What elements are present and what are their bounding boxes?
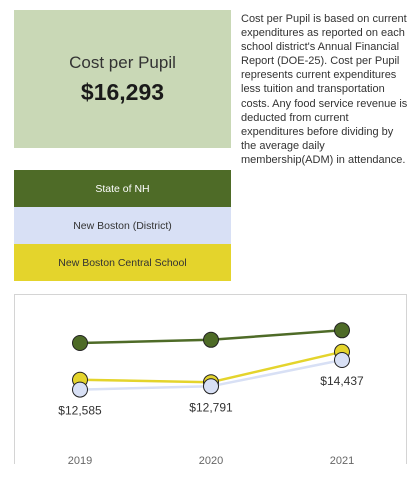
data-point[interactable] xyxy=(72,335,88,351)
data-point[interactable] xyxy=(203,331,219,348)
kpi-value: $16,293 xyxy=(80,78,165,105)
data-point[interactable] xyxy=(334,352,350,368)
legend-item-state-of-nh[interactable]: State of NH xyxy=(14,170,231,207)
legend: State of NH New Boston (District) New Bo… xyxy=(14,170,231,281)
description-text: Cost per Pupil is based on current expen… xyxy=(241,13,408,166)
kpi-label: Cost per Pupil xyxy=(69,52,176,72)
x-tick-label: 2021 xyxy=(330,455,354,467)
kpi-card: Cost per Pupil $16,293 xyxy=(14,10,231,148)
data-point[interactable] xyxy=(72,381,88,398)
legend-label: New Boston (District) xyxy=(73,219,172,232)
legend-item-new-boston-central-school[interactable]: New Boston Central School xyxy=(14,244,231,281)
legend-label: State of NH xyxy=(95,182,150,195)
data-point[interactable] xyxy=(203,378,219,395)
data-label: $12,791 xyxy=(189,400,233,414)
data-point[interactable] xyxy=(334,322,350,339)
data-label: $14,437 xyxy=(320,374,364,388)
x-tick-label: 2020 xyxy=(199,455,223,467)
data-label: $12,585 xyxy=(58,404,102,418)
legend-label: New Boston Central School xyxy=(58,256,187,269)
legend-item-new-boston-district[interactable]: New Boston (District) xyxy=(14,207,231,244)
x-tick-label: 2019 xyxy=(68,455,92,467)
